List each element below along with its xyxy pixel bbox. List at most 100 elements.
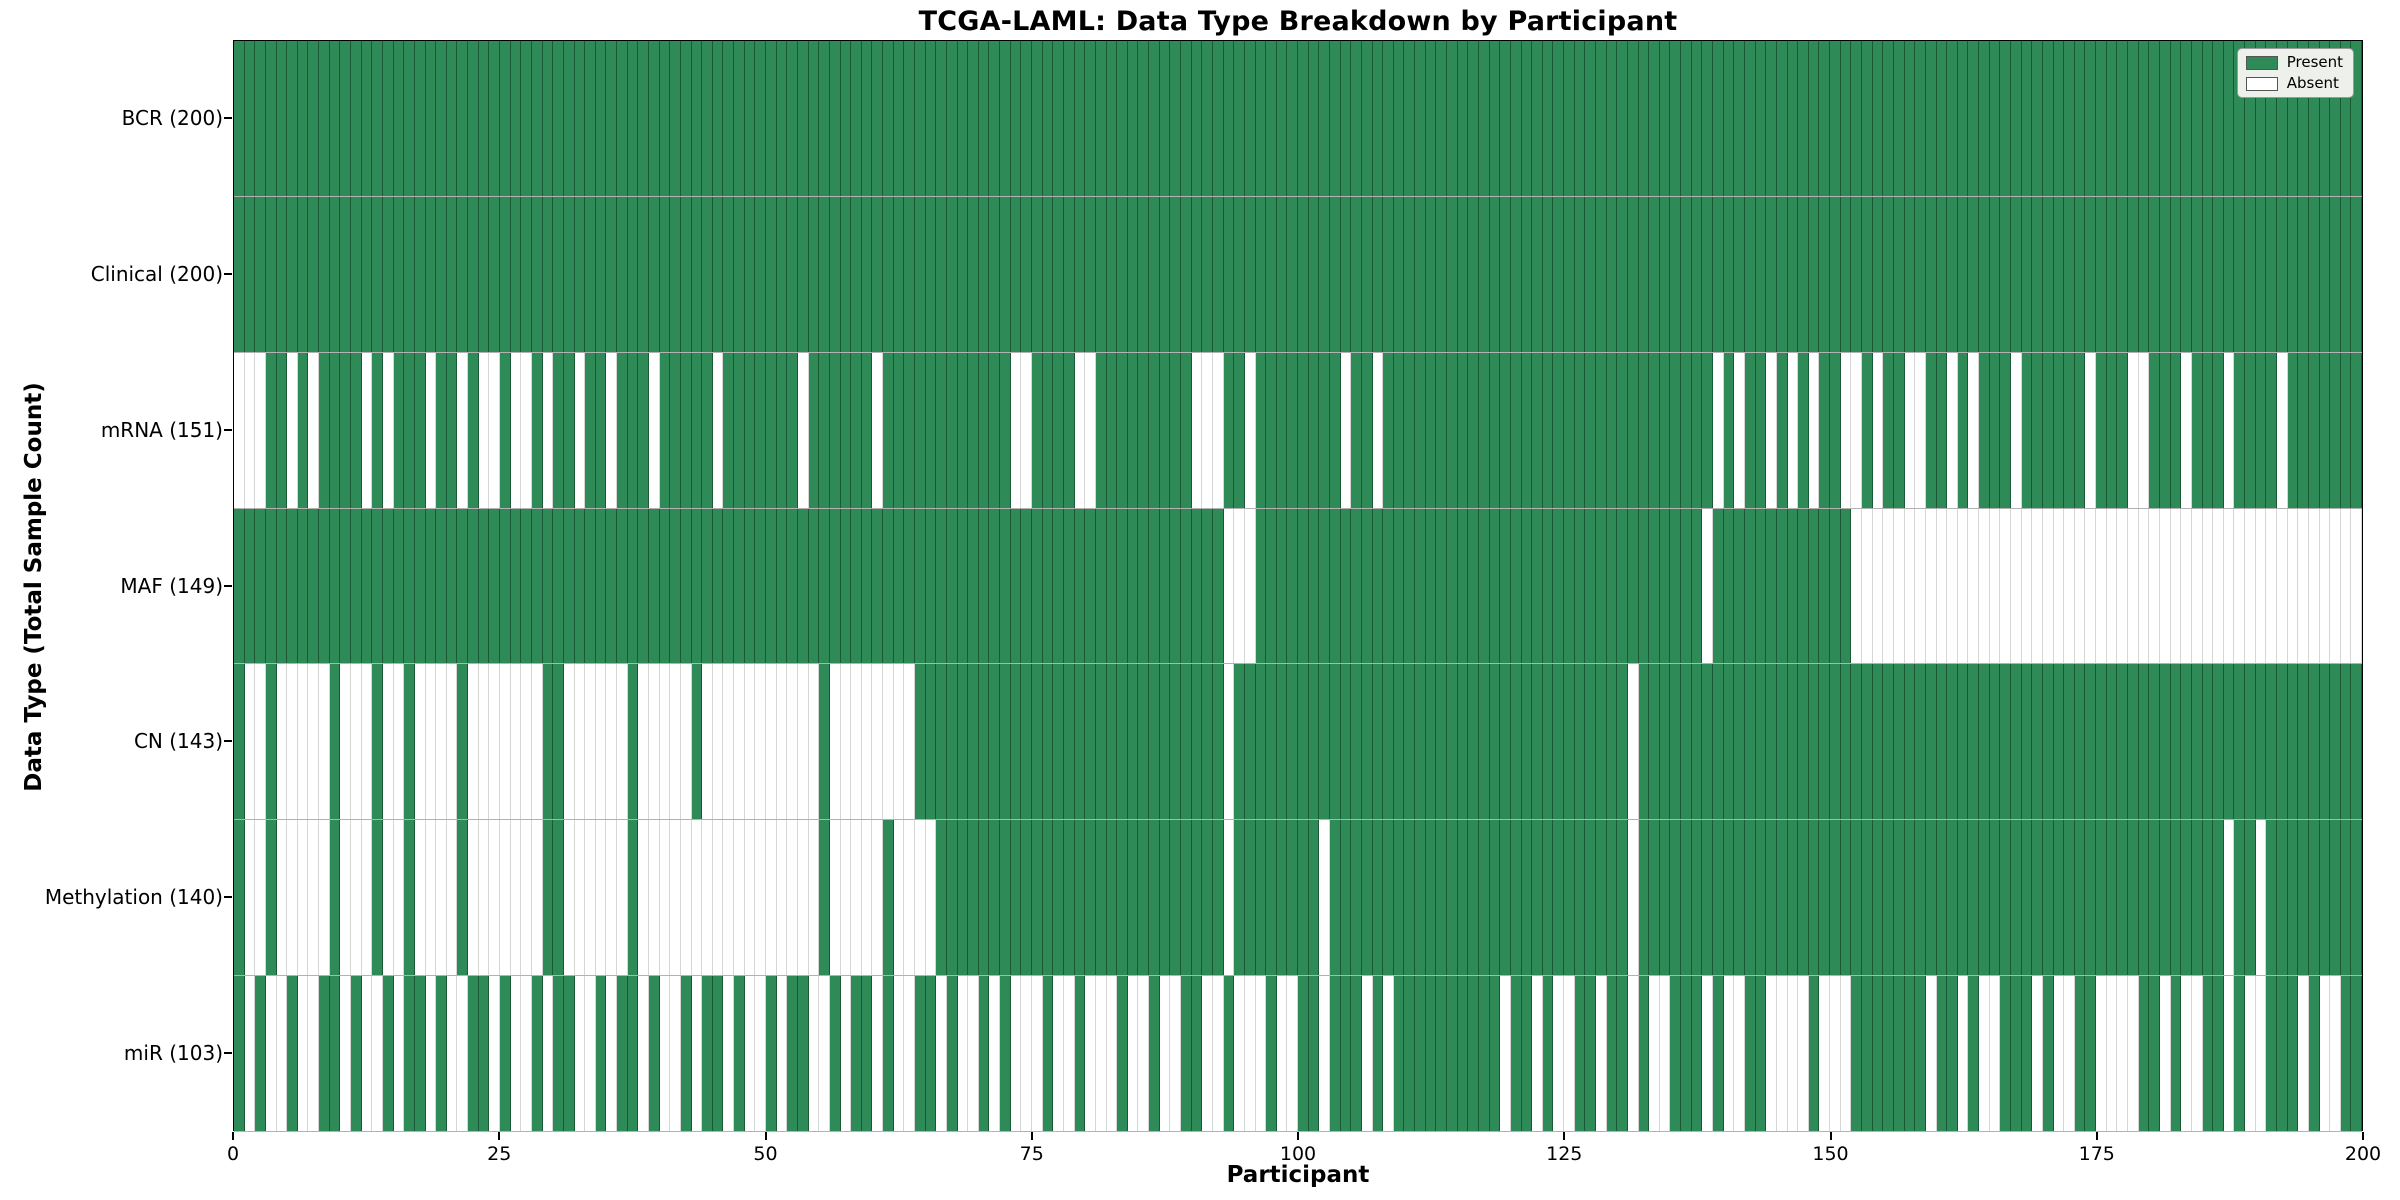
cell — [2149, 820, 2160, 976]
cell — [829, 508, 841, 664]
cell — [510, 196, 522, 352]
cell — [1468, 508, 1479, 664]
legend-item-absent: Absent — [2245, 76, 2343, 91]
cell — [766, 976, 777, 1131]
cell — [1106, 976, 1118, 1131]
cell — [478, 41, 490, 196]
cell — [1127, 664, 1139, 820]
cell — [691, 508, 703, 664]
heatmap-row-mRNA — [234, 352, 2363, 509]
cell — [1542, 820, 1554, 976]
cell — [265, 196, 277, 352]
cell — [1734, 820, 1745, 976]
cell — [968, 196, 979, 352]
cell — [1393, 196, 1405, 352]
heatmap-row-Methylation — [234, 820, 2363, 977]
cell — [404, 820, 415, 976]
cell — [627, 820, 639, 976]
cell — [1968, 196, 1980, 352]
cell — [1340, 820, 1352, 976]
cell — [1957, 41, 1969, 196]
cell — [1372, 820, 1384, 976]
cell — [1925, 820, 1937, 976]
cell — [680, 41, 692, 196]
cell — [1691, 976, 1703, 1131]
cell — [1021, 196, 1033, 352]
cell — [1840, 41, 1852, 196]
cell — [1840, 196, 1852, 352]
cell — [1627, 196, 1639, 352]
cell — [1893, 352, 1905, 508]
cell — [1936, 352, 1948, 508]
cell — [1500, 664, 1511, 820]
cell — [1287, 508, 1299, 664]
cell — [819, 820, 830, 976]
cell — [446, 41, 458, 196]
cell — [1521, 508, 1533, 664]
cell — [691, 820, 703, 976]
cell — [1351, 352, 1362, 508]
cell — [1085, 196, 1096, 352]
y-tick-mark — [224, 896, 232, 899]
cell — [617, 820, 628, 976]
cell — [2064, 41, 2075, 196]
cell — [648, 664, 660, 820]
cell — [978, 352, 990, 508]
cell — [1744, 664, 1756, 820]
cell — [2319, 664, 2331, 820]
cell — [1691, 41, 1703, 196]
cell — [1510, 820, 1522, 976]
cell — [872, 196, 884, 352]
cell — [2255, 196, 2267, 352]
cell — [1340, 664, 1352, 820]
cell — [1308, 196, 1320, 352]
cell — [766, 664, 777, 820]
cell — [1117, 664, 1128, 820]
cell — [1521, 820, 1533, 976]
cell — [1095, 352, 1107, 508]
cell — [2053, 664, 2065, 820]
cell — [617, 196, 628, 352]
cell — [1106, 196, 1118, 352]
cell — [1276, 664, 1288, 820]
cell — [925, 664, 937, 820]
cell — [1436, 508, 1448, 664]
cell — [606, 976, 618, 1131]
x-tick-mark — [232, 1132, 234, 1140]
cell — [1191, 976, 1203, 1131]
cell — [1149, 196, 1160, 352]
cell — [1053, 41, 1064, 196]
cell — [1436, 820, 1448, 976]
cell — [1383, 196, 1394, 352]
cell — [1819, 352, 1831, 508]
cell — [1702, 352, 1714, 508]
cell — [585, 196, 596, 352]
cell — [2287, 196, 2299, 352]
cell — [1138, 41, 1150, 196]
cell — [1936, 976, 1948, 1131]
cell — [2223, 664, 2235, 820]
cell — [1702, 196, 1714, 352]
cell — [2223, 196, 2235, 352]
cell — [234, 352, 245, 508]
cell — [1766, 820, 1777, 976]
cell — [1191, 508, 1203, 664]
cell — [404, 664, 415, 820]
cell — [1244, 820, 1256, 976]
cell — [1681, 664, 1692, 820]
cell — [446, 196, 458, 352]
cell — [468, 664, 479, 820]
cell — [2255, 508, 2267, 664]
cell — [627, 196, 639, 352]
cell — [1766, 976, 1777, 1131]
cell — [1063, 352, 1075, 508]
cell — [2064, 352, 2075, 508]
cell — [500, 976, 511, 1131]
cell — [968, 41, 979, 196]
cell — [840, 41, 852, 196]
cell — [425, 196, 437, 352]
cell — [617, 41, 628, 196]
cell — [1170, 508, 1182, 664]
cell — [2096, 976, 2107, 1131]
cell — [1266, 352, 1277, 508]
